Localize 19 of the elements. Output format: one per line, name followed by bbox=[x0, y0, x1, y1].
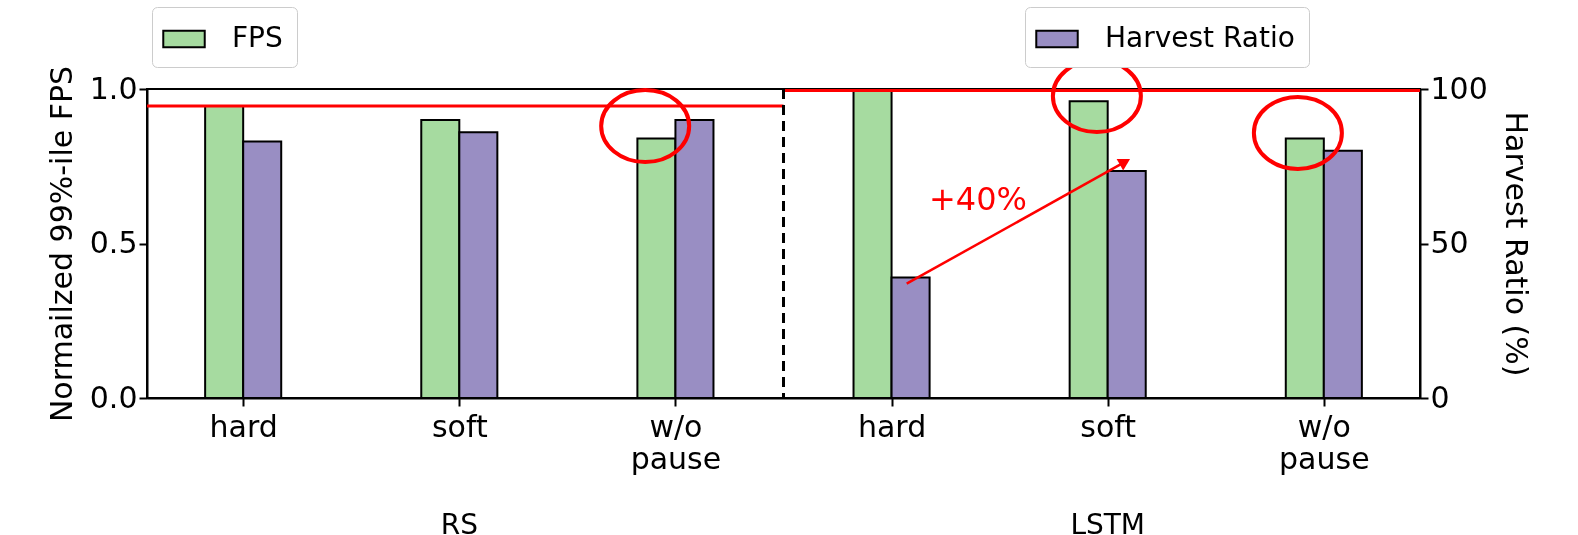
text: RS bbox=[440, 508, 478, 535]
y2-tick-label: 0 bbox=[1430, 379, 1450, 415]
x-tick-label: w/o pause bbox=[630, 408, 722, 476]
y2-axis-title: Harvest Ratio (%) bbox=[1498, 111, 1534, 377]
x-tick-label: w/o pause bbox=[1279, 408, 1370, 476]
y2-tick-label: 100 bbox=[1430, 70, 1488, 106]
y-axis-title: Normailzed 99%-ile FPS bbox=[43, 65, 79, 423]
x-tick-label: hard bbox=[209, 408, 278, 444]
x-tick-label: soft bbox=[431, 408, 488, 444]
x-tick-label: soft bbox=[1080, 408, 1137, 444]
y2-tick-label: 50 bbox=[1430, 225, 1469, 260]
y-tick-label: 0.5 bbox=[89, 225, 138, 260]
legend-label: FPS bbox=[232, 21, 283, 54]
y-tick-label: 1.0 bbox=[89, 70, 138, 106]
text: LSTM bbox=[1070, 508, 1146, 535]
annotation: +40% bbox=[929, 180, 1027, 219]
x-tick-label: hard bbox=[857, 408, 927, 444]
y-tick-label: 0.0 bbox=[89, 379, 138, 415]
legend-label: Harvest Ratio bbox=[1105, 21, 1295, 54]
